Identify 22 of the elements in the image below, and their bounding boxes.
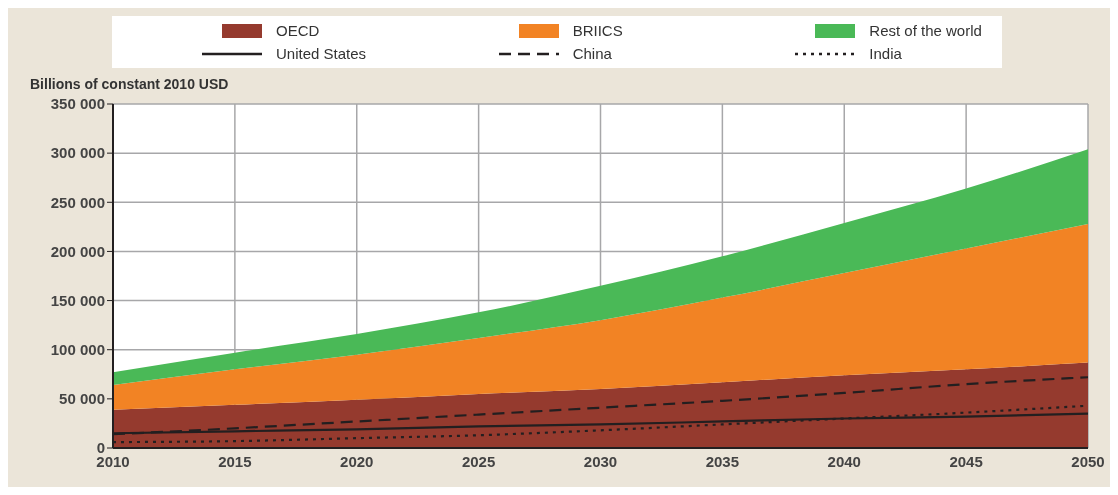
y-tick-label: 50 000 [59, 390, 105, 408]
y-tick-label: 200 000 [50, 242, 105, 260]
x-tick-label: 2025 [461, 452, 496, 470]
legend-label: Rest of the world [869, 22, 982, 39]
y-tick-label: 100 000 [50, 341, 105, 359]
y-tick-label: 150 000 [50, 291, 105, 309]
legend-label: OECD [276, 22, 320, 39]
legend-label: China [572, 45, 612, 62]
y-tick-label: 300 000 [50, 144, 105, 162]
y-tick-label: 350 000 [50, 95, 105, 113]
x-tick-label: 2035 [705, 452, 740, 470]
legend-label: India [869, 45, 902, 62]
x-tick-label: 2045 [949, 452, 983, 470]
x-tick-label: 2030 [583, 452, 618, 470]
x-tick-label: 2020 [340, 452, 374, 470]
x-tick-label: 2040 [827, 452, 861, 470]
legend-label: BRIICS [572, 22, 623, 39]
legend-label: United States [276, 45, 367, 62]
x-tick-label: 2050 [1071, 452, 1105, 470]
x-tick-label: 2015 [218, 452, 252, 470]
y-axis-title: Billions of constant 2010 USD [30, 76, 230, 94]
y-tick-label: 250 000 [50, 193, 105, 211]
